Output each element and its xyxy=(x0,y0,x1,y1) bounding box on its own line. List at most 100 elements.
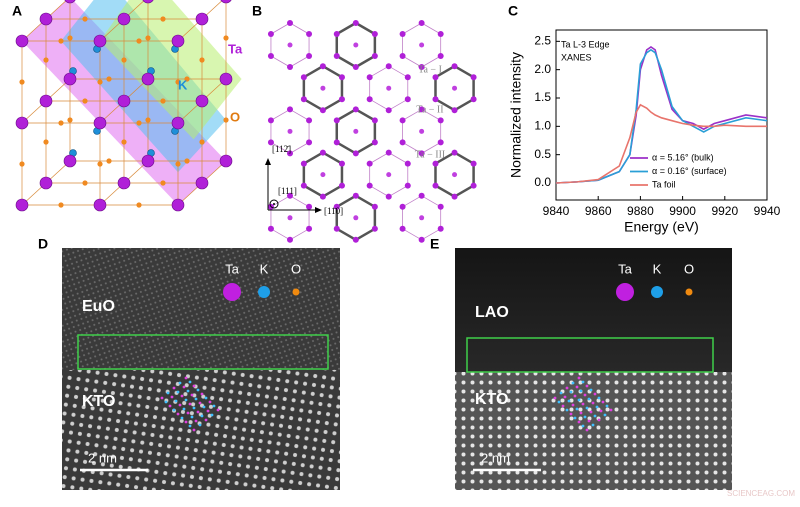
y-tick-label: 1.5 xyxy=(534,90,551,104)
overlay-atom xyxy=(587,397,591,401)
ta-atom xyxy=(15,34,29,48)
ta-atom xyxy=(432,182,439,189)
overlay-atom xyxy=(595,405,599,409)
overlay-atom xyxy=(605,404,609,408)
overlay-atom xyxy=(198,401,202,405)
overlay-atom xyxy=(184,398,188,402)
overlay-atom xyxy=(194,419,198,423)
ta-atom xyxy=(39,94,53,108)
ta-atom xyxy=(366,96,373,103)
ta-atom xyxy=(353,128,359,134)
ta-atom xyxy=(451,193,458,200)
ta-atom xyxy=(419,128,425,134)
ta-atom xyxy=(333,117,340,124)
y-tick-label: 2.5 xyxy=(534,34,551,48)
o-atom xyxy=(58,120,64,126)
ta-atom xyxy=(319,149,326,156)
ta-atom xyxy=(418,64,425,70)
overlay-atom xyxy=(559,391,563,395)
x-tick-label: 9860 xyxy=(585,204,612,218)
overlay-atom xyxy=(599,409,603,413)
overlay-atom xyxy=(581,424,585,428)
ta-atom xyxy=(437,225,444,232)
overlay-atom xyxy=(206,409,210,413)
o-atom xyxy=(160,180,166,186)
overlay-atom xyxy=(166,391,170,395)
ta-atom xyxy=(300,96,307,103)
y-tick-label: 0.0 xyxy=(534,175,551,189)
overlay-atom xyxy=(198,423,202,427)
ta-atom xyxy=(451,63,458,70)
ta-atom xyxy=(352,64,359,70)
ta-atom xyxy=(287,64,293,70)
overlay-atom xyxy=(579,411,583,415)
overlay-atom xyxy=(180,416,184,420)
overlay-atom xyxy=(577,420,581,424)
overlay-atom xyxy=(577,376,581,380)
ta-atom xyxy=(300,182,307,189)
annotation: Ta L-3 Edge xyxy=(561,39,610,49)
ta-atom xyxy=(287,192,293,199)
o-atom xyxy=(106,76,112,82)
o-atom xyxy=(223,117,229,123)
ta-atom xyxy=(319,63,326,70)
substrate-label: KTO xyxy=(475,391,508,408)
ta-atom xyxy=(319,193,326,200)
ta-atom xyxy=(267,225,274,232)
overlay-atom xyxy=(569,390,573,394)
ta-atom xyxy=(451,149,458,156)
overlay-atom xyxy=(601,400,605,404)
ta-atom xyxy=(366,74,373,81)
ta-atom xyxy=(437,117,444,124)
ta-atom xyxy=(352,150,359,157)
ta-atom xyxy=(93,198,107,212)
panel-c: C 0.0 0.5 1.0 1.5 2.0 2.5 9840 9860 9880 9900 9920 9… xyxy=(508,3,781,235)
o-atom xyxy=(199,139,205,145)
overlay-atom xyxy=(571,381,575,385)
overlay-atom xyxy=(176,390,180,394)
panel-letter: C xyxy=(508,3,518,19)
overlay-atom xyxy=(172,408,176,412)
overlay-atom xyxy=(186,411,190,415)
ta-atom xyxy=(287,215,293,221)
overlay-atom xyxy=(196,388,200,392)
ta-atom xyxy=(404,96,411,103)
ta-atom xyxy=(470,160,477,167)
ta-atom xyxy=(320,85,326,91)
overlay-atom xyxy=(172,386,176,390)
o-atom xyxy=(121,139,127,145)
o-atom xyxy=(184,76,190,82)
legend-label: α = 5.16° (bulk) xyxy=(652,152,714,162)
overlay-atom xyxy=(182,385,186,389)
x-axis-label: Energy (eV) xyxy=(624,219,699,235)
scale-label: 2 nm xyxy=(481,450,510,465)
overlay-atom xyxy=(180,394,184,398)
overlay-atom xyxy=(174,399,178,403)
ta-atom xyxy=(419,215,425,221)
substrate-label: KTO xyxy=(82,393,115,410)
overlay-atom xyxy=(170,395,174,399)
annotation: XANES xyxy=(561,52,592,62)
ta-atom xyxy=(371,53,378,59)
ta-atom xyxy=(371,139,378,146)
overlay-atom xyxy=(216,408,220,412)
legend-atom xyxy=(292,288,300,296)
ta-atom xyxy=(287,150,293,157)
panel-b: B Ta − I Ta − II Ta − III [112̄] [111] [11̄0] xyxy=(252,3,477,243)
ta-atom xyxy=(333,31,340,37)
overlay-atom xyxy=(204,418,208,422)
ta-atom xyxy=(371,225,378,232)
overlay-atom xyxy=(184,420,188,424)
ta-atom xyxy=(419,42,425,48)
overlay-atom xyxy=(184,376,188,380)
ta-atom xyxy=(93,34,107,48)
ta-atom xyxy=(371,117,378,124)
film-label: EuO xyxy=(82,298,115,315)
legend-label: Ta foil xyxy=(652,179,676,189)
ta-atom xyxy=(371,31,378,37)
substrate-region xyxy=(455,372,732,490)
ta-atom xyxy=(141,72,155,86)
ta-atom xyxy=(141,154,155,168)
overlay-atom xyxy=(188,380,192,384)
ta-atom xyxy=(353,42,359,48)
